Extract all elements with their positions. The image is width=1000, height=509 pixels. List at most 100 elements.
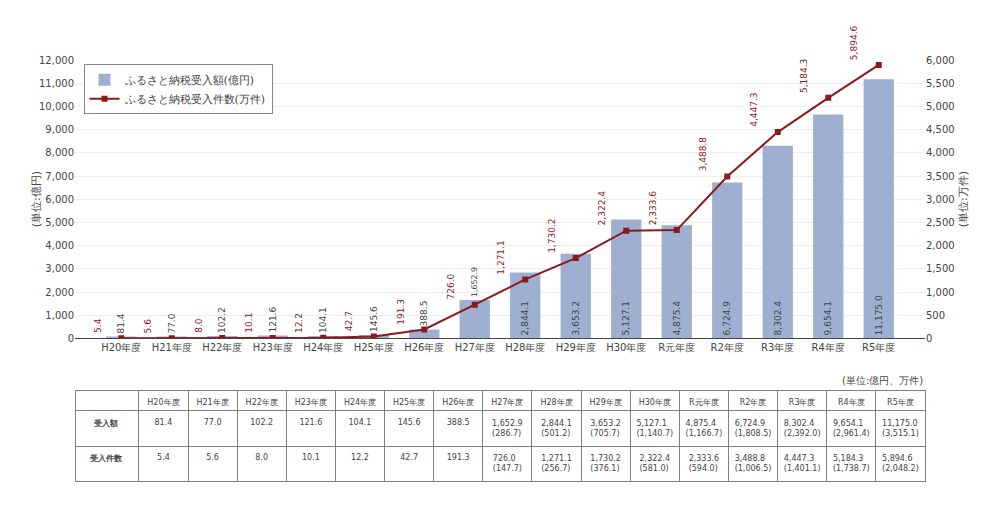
svg-text:726.0(147.7): 726.0(147.7) — [493, 454, 522, 473]
svg-text:H30年度: H30年度 — [606, 342, 646, 353]
svg-text:3,000: 3,000 — [45, 263, 74, 274]
svg-text:9,654.1: 9,654.1 — [823, 301, 833, 335]
svg-text:5,184.3: 5,184.3 — [799, 59, 809, 93]
svg-text:H25年度: H25年度 — [354, 342, 394, 353]
svg-text:2,000: 2,000 — [45, 287, 74, 298]
svg-text:H23年度: H23年度 — [295, 398, 327, 407]
svg-text:5,127.1(1,140.7): 5,127.1(1,140.7) — [636, 419, 673, 438]
svg-text:(単位:万件): (単位:万件) — [957, 171, 970, 227]
svg-text:6,724.9: 6,724.9 — [722, 301, 732, 336]
svg-text:1,500: 1,500 — [926, 263, 955, 274]
svg-text:1,652.9(286.7): 1,652.9(286.7) — [492, 419, 523, 438]
svg-text:5,500: 5,500 — [926, 78, 955, 89]
svg-text:2,333.6(594.0): 2,333.6(594.0) — [689, 454, 720, 473]
svg-text:ふるさと納税受入件数(万件): ふるさと納税受入件数(万件) — [124, 93, 266, 106]
svg-text:1,271.1(256.7): 1,271.1(256.7) — [541, 454, 572, 473]
svg-text:1,000: 1,000 — [926, 287, 955, 298]
svg-text:191.3: 191.3 — [396, 299, 406, 325]
svg-text:3,653.2: 3,653.2 — [571, 301, 581, 335]
svg-text:7,000: 7,000 — [45, 171, 74, 182]
svg-text:42.7: 42.7 — [344, 311, 354, 331]
svg-text:H23年度: H23年度 — [253, 342, 293, 353]
svg-text:4,500: 4,500 — [926, 124, 955, 135]
svg-text:8.0: 8.0 — [194, 318, 204, 333]
svg-text:5.6: 5.6 — [206, 453, 219, 462]
svg-text:0: 0 — [926, 333, 932, 344]
svg-text:104.1: 104.1 — [318, 307, 328, 333]
svg-text:0: 0 — [68, 333, 74, 344]
svg-text:8,302.4(2,392.0): 8,302.4(2,392.0) — [784, 419, 821, 438]
svg-text:R3年度: R3年度 — [761, 342, 794, 353]
svg-text:10.1: 10.1 — [302, 453, 320, 462]
svg-text:81.4: 81.4 — [116, 313, 126, 333]
svg-text:3,488.8(1,006.5): 3,488.8(1,006.5) — [735, 454, 772, 473]
svg-text:H29年度: H29年度 — [590, 398, 622, 407]
svg-text:102.2: 102.2 — [217, 307, 227, 333]
svg-text:R5年度: R5年度 — [887, 398, 914, 407]
svg-text:81.4: 81.4 — [155, 418, 173, 427]
svg-text:H21年度: H21年度 — [196, 398, 228, 407]
svg-text:R3年度: R3年度 — [789, 398, 816, 407]
svg-text:3,488.8: 3,488.8 — [698, 137, 708, 172]
svg-text:9,000: 9,000 — [45, 124, 74, 135]
svg-text:11,175.0: 11,175.0 — [874, 295, 884, 335]
svg-text:8.0: 8.0 — [255, 453, 268, 462]
svg-text:H21年度: H21年度 — [152, 342, 192, 353]
svg-text:4,000: 4,000 — [45, 240, 74, 251]
svg-text:(単位:億円、万件): (単位:億円、万件) — [842, 375, 923, 386]
svg-text:1,271.1: 1,271.1 — [496, 240, 506, 274]
svg-text:4,875.4(1,166.7): 4,875.4(1,166.7) — [686, 419, 723, 438]
svg-text:10,000: 10,000 — [39, 101, 74, 112]
svg-text:H24年度: H24年度 — [303, 342, 343, 353]
svg-text:受入額: 受入額 — [93, 419, 118, 428]
svg-text:H29年度: H29年度 — [556, 342, 596, 353]
svg-text:5,894.6(2,048.2): 5,894.6(2,048.2) — [882, 454, 919, 473]
svg-text:H25年度: H25年度 — [393, 398, 425, 407]
svg-text:2,500: 2,500 — [926, 217, 955, 228]
svg-text:3,000: 3,000 — [926, 194, 955, 205]
svg-text:5,894.6: 5,894.6 — [849, 26, 859, 61]
svg-text:3,500: 3,500 — [926, 171, 955, 182]
svg-text:12.2: 12.2 — [351, 453, 369, 462]
svg-text:R2年度: R2年度 — [711, 342, 744, 353]
svg-text:12.2: 12.2 — [294, 313, 304, 333]
svg-text:6,000: 6,000 — [926, 55, 955, 66]
svg-text:4,000: 4,000 — [926, 147, 955, 158]
svg-text:H22年度: H22年度 — [202, 342, 242, 353]
svg-text:受入件数: 受入件数 — [89, 454, 123, 463]
svg-text:4,875.4: 4,875.4 — [672, 301, 682, 336]
svg-text:5,127.1: 5,127.1 — [621, 301, 631, 335]
svg-text:42.7: 42.7 — [400, 453, 418, 462]
svg-text:H28年度: H28年度 — [505, 342, 545, 353]
svg-text:8,302.4: 8,302.4 — [773, 301, 783, 336]
svg-text:R4年度: R4年度 — [812, 342, 845, 353]
svg-text:6,000: 6,000 — [45, 194, 74, 205]
svg-text:H26年度: H26年度 — [404, 342, 444, 353]
svg-text:121.6: 121.6 — [299, 418, 322, 427]
svg-text:H27年度: H27年度 — [455, 342, 495, 353]
svg-text:388.5: 388.5 — [447, 418, 470, 427]
svg-text:H22年度: H22年度 — [246, 398, 278, 407]
svg-text:H20年度: H20年度 — [101, 342, 141, 353]
svg-text:2,844.1(501.2): 2,844.1(501.2) — [541, 419, 572, 438]
svg-text:H28年度: H28年度 — [540, 398, 572, 407]
svg-text:726.0: 726.0 — [446, 273, 456, 299]
svg-text:5.6: 5.6 — [143, 319, 153, 334]
svg-text:10.1: 10.1 — [244, 313, 254, 333]
svg-text:H20年度: H20年度 — [147, 398, 179, 407]
svg-text:12,000: 12,000 — [39, 55, 74, 66]
svg-text:3,653.2(705.7): 3,653.2(705.7) — [590, 419, 621, 438]
svg-text:5,184.3(1,738.7): 5,184.3(1,738.7) — [833, 454, 870, 473]
svg-text:2,333.6: 2,333.6 — [648, 191, 658, 226]
svg-text:8,000: 8,000 — [45, 147, 74, 158]
svg-text:388.5: 388.5 — [419, 301, 429, 327]
svg-text:1,730.2: 1,730.2 — [547, 219, 557, 253]
svg-text:104.1: 104.1 — [349, 418, 372, 427]
svg-text:2,322.4: 2,322.4 — [597, 191, 607, 226]
svg-text:9,654.1(2,961.4): 9,654.1(2,961.4) — [833, 419, 870, 438]
svg-text:2,000: 2,000 — [926, 240, 955, 251]
svg-text:ふるさと納税受入額(億円): ふるさと納税受入額(億円) — [124, 74, 255, 87]
svg-text:4,447.3: 4,447.3 — [749, 92, 759, 126]
svg-text:2,844.1: 2,844.1 — [520, 301, 530, 335]
svg-text:11,000: 11,000 — [39, 78, 74, 89]
